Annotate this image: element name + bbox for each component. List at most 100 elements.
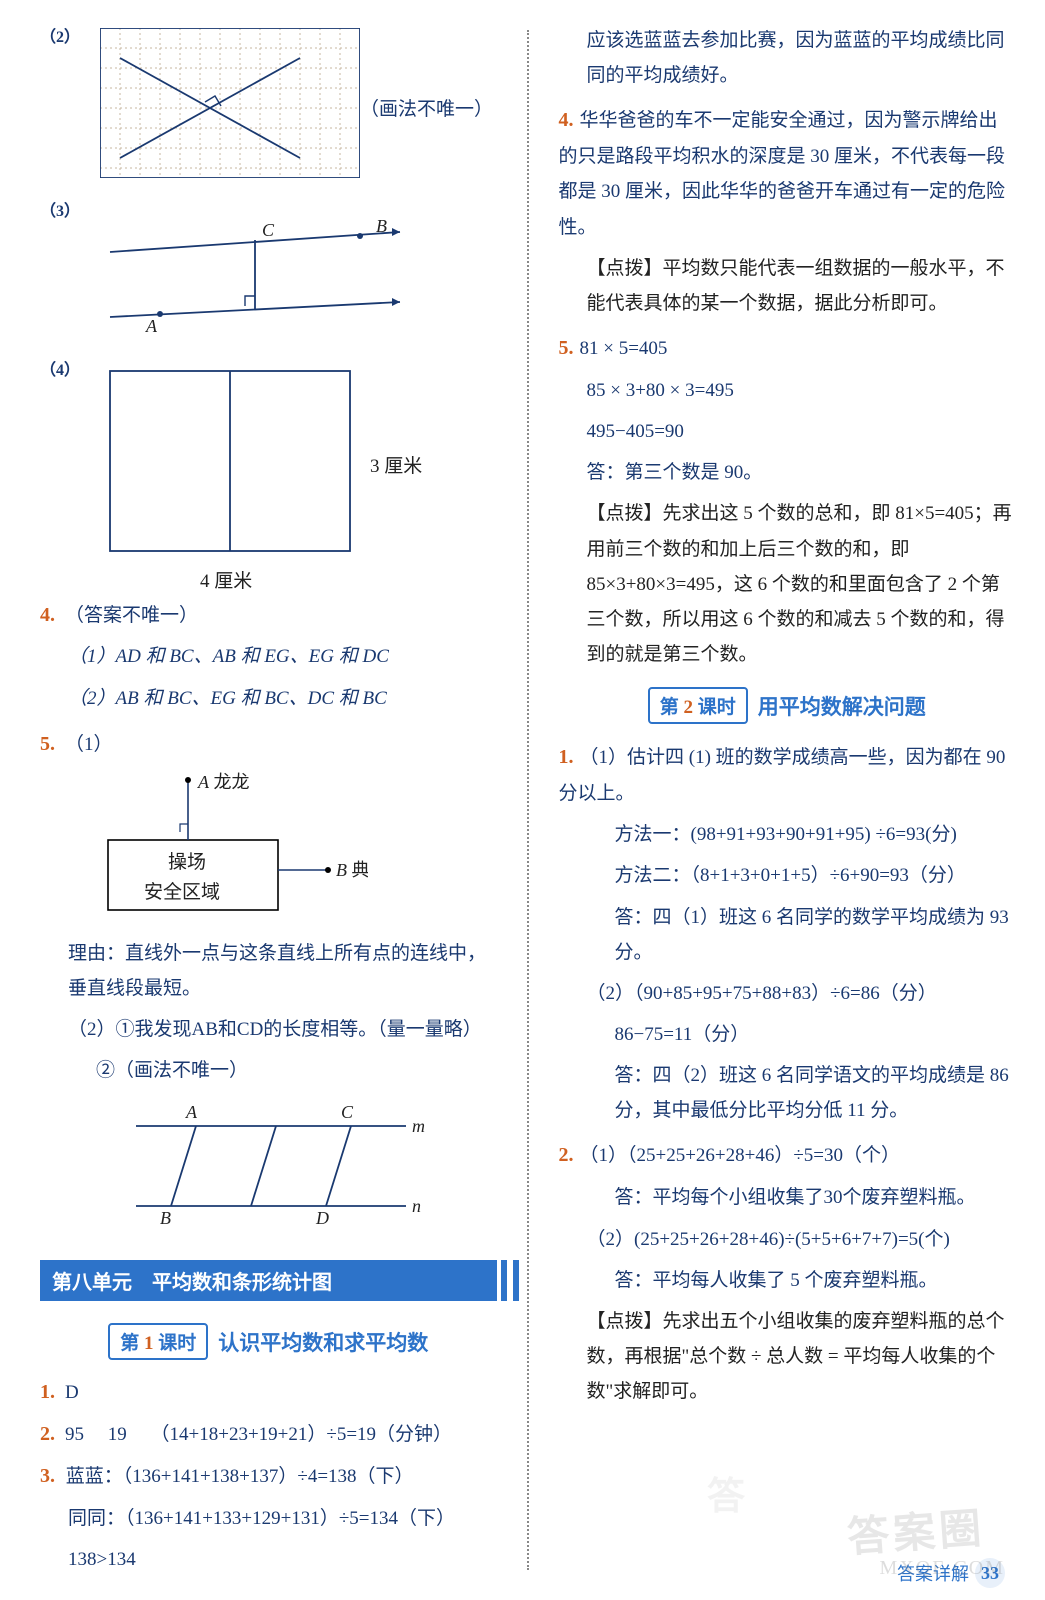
watermark2: MXQE.COM — [880, 1557, 1005, 1580]
b1-m2: 方法二：（8+1+3+0+1+5）÷6+90=93（分） — [559, 858, 1016, 893]
a5-ans: 答：第三个数是 90。 — [559, 455, 1016, 490]
a5-l1: 81 × 5=405 — [580, 338, 668, 359]
q4-note: （答案不唯一） — [65, 605, 198, 626]
q5: 5. （1） — [40, 727, 497, 762]
b2-sub2: （2）(25+25+26+28+46)÷(5+5+6+7+7)=5(个) — [559, 1222, 1016, 1257]
lesson2-title: 用平均数解决问题 — [758, 691, 926, 721]
b1-m1: 方法一：(98+91+93+90+91+95) ÷6=93(分) — [559, 817, 1016, 852]
q5-sub2-text: （2）①我发现AB和CD的长度相等。 — [68, 1019, 377, 1040]
lesson1-header: 第 1 课时 认识平均数和求平均数 — [40, 1323, 497, 1360]
svg-text:B 典典: B 典典 — [336, 860, 368, 880]
svg-text:A 龙龙: A 龙龙 — [197, 772, 250, 792]
a4-hint: 【点拨】平均数只能代表一组数据的一般水平，不能代表具体的某一个数据，据此分析即可… — [559, 251, 1016, 321]
svg-text:B: B — [376, 216, 387, 236]
b2: 2.（1）（25+25+26+28+46）÷5=30（个） — [559, 1137, 1016, 1174]
a4-num: 4. — [559, 109, 574, 131]
svg-text:C: C — [262, 220, 275, 240]
svg-text:m: m — [412, 1116, 425, 1136]
a4-text: 华华爸爸的车不一定能安全通过，因为警示牌给出的只是路段平均积水的深度是 30 厘… — [559, 110, 1006, 237]
a5-num: 5. — [559, 337, 574, 359]
svg-text:D: D — [315, 1208, 329, 1228]
d3-num: （3） — [40, 197, 80, 221]
a2-v1: 95 — [65, 1424, 84, 1445]
svg-text:n: n — [412, 1196, 421, 1216]
a3-l3: 138>134 — [40, 1542, 497, 1577]
a2-num: 2. — [40, 1423, 55, 1445]
d3-diagram: A B C — [100, 202, 410, 342]
d4-num: （4） — [40, 356, 80, 380]
d2-row: （2） （画法不唯一） — [40, 23, 497, 191]
q4: 4. （答案不唯一） — [40, 598, 497, 633]
a5-hint: 【点拨】先求出这 5 个数的总和，即 81×5=405；再用前三个数的和加上后三… — [559, 496, 1016, 672]
svg-text:操场: 操场 — [168, 851, 206, 873]
lesson1-box: 第 1 课时 — [108, 1323, 208, 1360]
a2: 2. 95 19 （14+18+23+19+21）÷5=19（分钟） — [40, 1417, 497, 1452]
svg-text:B: B — [160, 1208, 171, 1228]
a5-l3: 495−405=90 — [559, 414, 1016, 449]
lesson2-box: 第 2 课时 — [648, 687, 748, 724]
b2-hint: 【点拨】先求出五个小组收集的废弃塑料瓶的总个数，再根据"总个数 ÷ 总人数 = … — [559, 1304, 1016, 1409]
a1: 1. D — [40, 1375, 497, 1410]
l2-suf: 课时 — [698, 697, 736, 718]
b2-num: 2. — [559, 1144, 574, 1166]
svg-text:A: A — [145, 316, 158, 336]
d2-note: （画法不唯一） — [360, 94, 493, 121]
l1-n: 1 — [144, 1333, 154, 1354]
a2-expr: （14+18+23+19+21）÷5=19（分钟） — [151, 1424, 453, 1445]
lesson2-header: 第 2 课时 用平均数解决问题 — [559, 687, 1016, 724]
a1-ans: D — [65, 1382, 79, 1403]
l1-pre: 第 — [120, 1333, 139, 1354]
a3-num: 3. — [40, 1465, 55, 1487]
d2-svg — [100, 28, 360, 178]
a2-v2: 19 — [108, 1424, 127, 1445]
d3-svg: A B C — [100, 202, 410, 337]
a3-l2: 同同：（136+141+133+129+131）÷5=134（下） — [40, 1501, 497, 1536]
a1-num: 1. — [40, 1381, 55, 1403]
b1: 1.（1）估计四 (1) 班的数学成绩高一些，因为都在 90 分以上。 — [559, 739, 1016, 811]
b1-ans1: 答：四（1）班这 6 名同学的数学平均成绩为 93 分。 — [559, 900, 1016, 970]
d3-row: （3） A B C — [40, 197, 497, 350]
svg-text:A: A — [185, 1102, 198, 1122]
b2-ans2: 答：平均每人收集了 5 个废弃塑料瓶。 — [559, 1263, 1016, 1298]
d4-svg — [100, 361, 360, 561]
reason-label: 理由： — [68, 943, 125, 964]
b1-calc2: 86−75=11（分） — [559, 1017, 1016, 1052]
q4-l2: （2）AB 和 BC、EG 和 BC、DC 和 BC — [40, 681, 497, 716]
d4-label-h: 3 厘米 — [370, 451, 422, 478]
d2-diagram — [100, 28, 360, 183]
a5-l2: 85 × 3+80 × 3=495 — [559, 373, 1016, 408]
unit-header: 第八单元 平均数和条形统计图 — [40, 1260, 497, 1301]
right-column: 应该选蓝蓝去参加比赛，因为蓝蓝的平均成绩比同同的平均成绩好。 4.华华爸爸的车不… — [559, 20, 1016, 1580]
l2-pre: 第 — [660, 697, 679, 718]
lesson1-title: 认识平均数和求平均数 — [218, 1327, 428, 1357]
q5-svg: A 龙龙 B 典典 操场 安全区域 — [88, 770, 368, 920]
a2-text: 95 19 （14+18+23+19+21）÷5=19（分钟） — [65, 1424, 452, 1445]
d4-label-w: 4 厘米 — [200, 566, 252, 593]
column-divider — [527, 30, 529, 1570]
b1-sub1: （1）估计四 (1) 班的数学成绩高一些，因为都在 90 分以上。 — [559, 747, 1006, 804]
q5-diagram: A 龙龙 B 典典 操场 安全区域 — [60, 770, 497, 925]
svg-text:C: C — [341, 1102, 354, 1122]
a5: 5. 81 × 5=405 — [559, 330, 1016, 367]
q5-num: 5. — [40, 733, 55, 755]
b1-ans2: 答：四（2）班这 6 名同学语文的平均成绩是 86 分，其中最低分比平均分低 1… — [559, 1058, 1016, 1128]
l1-suf: 课时 — [158, 1333, 196, 1354]
q4-l1: （1）AD 和 BC、AB 和 EG、EG 和 DC — [40, 639, 497, 674]
a3-l1: 3. 蓝蓝：（136+141+138+137）÷4=138（下） — [40, 1458, 497, 1495]
svg-text:安全区域: 安全区域 — [144, 881, 220, 903]
l2-n: 2 — [684, 697, 694, 718]
q5-sub2b: ②（画法不唯一） — [40, 1053, 497, 1088]
left-column: （2） （画法不唯一） （3） — [40, 20, 497, 1580]
a3-cont: 应该选蓝蓝去参加比赛，因为蓝蓝的平均成绩比同同的平均成绩好。 — [559, 23, 1016, 93]
q5-svg2: A C m B D n — [116, 1096, 426, 1231]
b1-sub2: （2）（90+85+95+75+88+83）÷6=86（分） — [559, 976, 1016, 1011]
watermark3: 答 — [707, 1465, 745, 1520]
q5-sub2: （2）①我发现AB和CD的长度相等。（量一量略） — [40, 1012, 497, 1047]
q5-sub2-note: （量一量略） — [377, 1019, 482, 1040]
a3-l1t: 蓝蓝：（136+141+138+137）÷4=138（下） — [66, 1466, 414, 1487]
q5-sub1: （1） — [65, 734, 113, 755]
b1-num: 1. — [559, 746, 574, 768]
q5-diagram2: A C m B D n — [60, 1096, 497, 1236]
d4-row: （4） 3 厘米 4 厘米 — [40, 356, 497, 574]
q5-reason: 理由：直线外一点与这条直线上所有点的连线中，垂直线段最短。 — [40, 936, 497, 1006]
